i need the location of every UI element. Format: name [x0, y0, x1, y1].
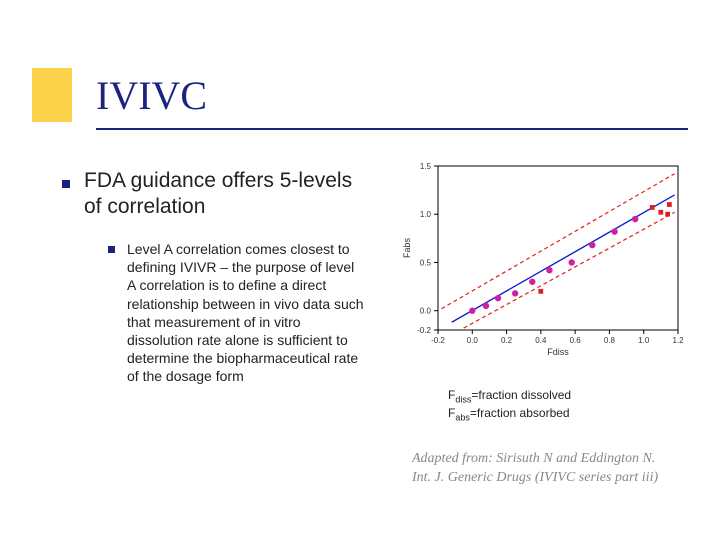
caption-line-1: Fdiss=fraction dissolved: [448, 388, 571, 406]
title-underline: [96, 128, 688, 130]
svg-text:0.4: 0.4: [535, 336, 547, 345]
svg-text:0.2: 0.2: [501, 336, 513, 345]
svg-text:1.0: 1.0: [420, 210, 432, 219]
svg-text:1.0: 1.0: [638, 336, 650, 345]
bullet-level-1: FDA guidance offers 5-levels of correlat…: [62, 168, 364, 221]
citation: Adapted from: Sirisuth N and Eddington N…: [412, 450, 702, 488]
chart-caption: Fdiss=fraction dissolved Fabs=fraction a…: [448, 388, 571, 424]
svg-text:1.5: 1.5: [420, 162, 432, 171]
slide: IVIVC FDA guidance offers 5-levels of co…: [0, 0, 720, 540]
bullet-level-2-text: Level A correlation comes closest to def…: [127, 240, 365, 386]
svg-text:Fdiss: Fdiss: [547, 347, 569, 357]
bullet-square-icon: [62, 180, 70, 188]
scatter-chart: -0.2 0.0 0.2 0.4 0.6 0.8 1.0 1.2 -0.2 0.0 0.5 1.0 1.…: [398, 158, 686, 358]
bullet-level-1-text: FDA guidance offers 5-levels of correlat…: [84, 168, 364, 221]
citation-line-1: Adapted from: Sirisuth N and Eddington N…: [412, 450, 702, 469]
svg-text:0.8: 0.8: [604, 336, 616, 345]
svg-text:-0.2: -0.2: [417, 326, 431, 335]
svg-text:0.5: 0.5: [420, 258, 432, 267]
svg-text:1.2: 1.2: [672, 336, 684, 345]
slide-title: IVIVC: [96, 72, 207, 119]
bullet-square-icon: [108, 246, 115, 253]
title-accent-block: [32, 68, 72, 122]
svg-text:-0.2: -0.2: [431, 336, 445, 345]
caption-line-2: Fabs=fraction absorbed: [448, 406, 571, 424]
chart-svg: -0.2 0.0 0.2 0.4 0.6 0.8 1.0 1.2 -0.2 0.0 0.5 1.0 1.…: [398, 158, 686, 358]
svg-text:Fabs: Fabs: [402, 237, 412, 258]
svg-text:0.0: 0.0: [420, 307, 432, 316]
bullet-level-2: Level A correlation comes closest to def…: [108, 240, 365, 386]
svg-text:0.6: 0.6: [570, 336, 582, 345]
citation-line-2: Int. J. Generic Drugs (IVIVC series part…: [412, 469, 702, 488]
svg-text:0.0: 0.0: [467, 336, 479, 345]
